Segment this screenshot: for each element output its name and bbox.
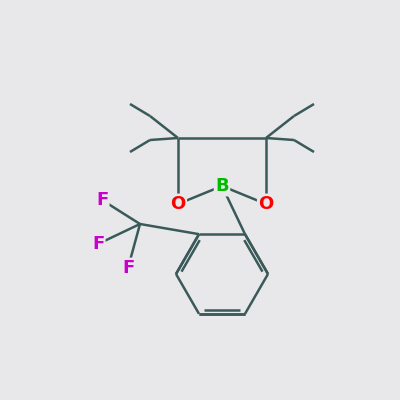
Text: F: F (122, 259, 134, 277)
Text: B: B (215, 177, 229, 195)
Text: F: F (96, 191, 108, 209)
Text: O: O (258, 195, 274, 213)
Text: O: O (170, 195, 186, 213)
Text: F: F (92, 235, 104, 253)
